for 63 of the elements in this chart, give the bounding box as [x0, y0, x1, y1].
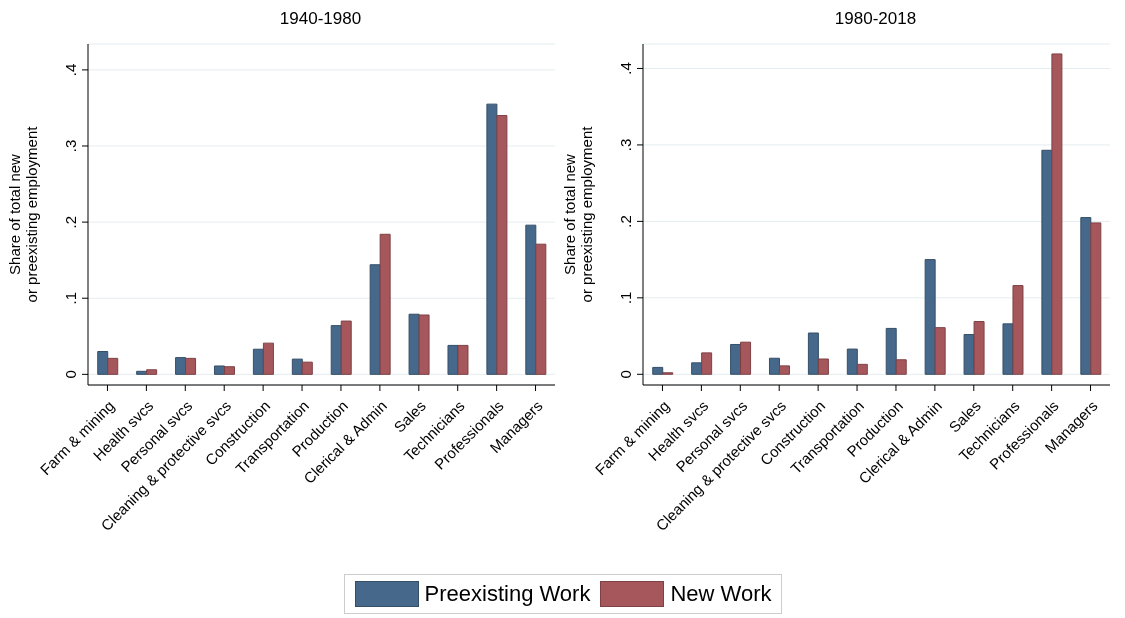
bar — [262, 342, 274, 375]
bar — [107, 357, 119, 375]
y-tick-label: .1 — [617, 291, 634, 305]
bar — [1051, 53, 1063, 375]
bar — [885, 327, 897, 375]
legend-label: Preexisting Work — [424, 581, 591, 607]
bar — [408, 313, 420, 375]
y-tick-label: .2 — [62, 215, 79, 229]
bar — [1002, 323, 1014, 375]
y-axis-title: Share of total new or preexisting employment — [6, 125, 40, 303]
y-axis-title: Share of total new or preexisting employment — [561, 125, 595, 303]
bar — [768, 357, 780, 375]
bar — [379, 233, 391, 375]
bar — [934, 327, 946, 375]
y-tick-label: .1 — [62, 291, 79, 305]
bar — [252, 348, 264, 375]
legend-label: New Work — [670, 581, 772, 607]
bar — [301, 361, 313, 375]
bar — [924, 259, 936, 375]
bar — [223, 366, 235, 375]
bar — [291, 358, 303, 375]
y-tick-label: .4 — [617, 62, 634, 75]
bar — [740, 341, 752, 375]
bar — [846, 348, 858, 375]
bar — [136, 370, 148, 375]
y-tick-label: .2 — [617, 215, 634, 228]
bar — [175, 357, 187, 375]
bar — [185, 357, 197, 375]
bar — [807, 332, 819, 375]
chart-title: 1980-2018 — [833, 8, 918, 30]
bar — [701, 352, 713, 375]
chart-title: 1940-1980 — [278, 8, 363, 30]
bar — [963, 334, 975, 375]
bar — [496, 115, 508, 375]
bar — [97, 351, 109, 375]
bar — [1080, 217, 1092, 375]
bar — [146, 369, 158, 375]
bar — [1012, 285, 1024, 375]
y-tick-label: 0 — [617, 370, 634, 379]
y-tick-label: .3 — [617, 138, 634, 152]
bar — [1090, 222, 1102, 375]
bar — [730, 343, 742, 375]
bar — [457, 344, 469, 375]
bar — [652, 366, 664, 375]
bar — [778, 365, 790, 375]
bar — [691, 362, 703, 375]
y-tick-label: .3 — [62, 139, 79, 153]
bar — [340, 320, 352, 375]
bar — [535, 243, 547, 375]
bar — [1041, 149, 1053, 375]
bar — [973, 321, 985, 375]
bar — [418, 314, 430, 375]
bar — [447, 344, 459, 375]
y-tick-label: .4 — [62, 63, 79, 77]
bar — [213, 365, 225, 375]
y-tick-label: 0 — [62, 370, 79, 379]
bar — [486, 103, 498, 375]
bar — [525, 224, 537, 375]
bar — [369, 264, 381, 375]
bar — [856, 363, 868, 375]
bar — [330, 325, 342, 375]
bar — [895, 359, 907, 375]
bar — [817, 358, 829, 375]
